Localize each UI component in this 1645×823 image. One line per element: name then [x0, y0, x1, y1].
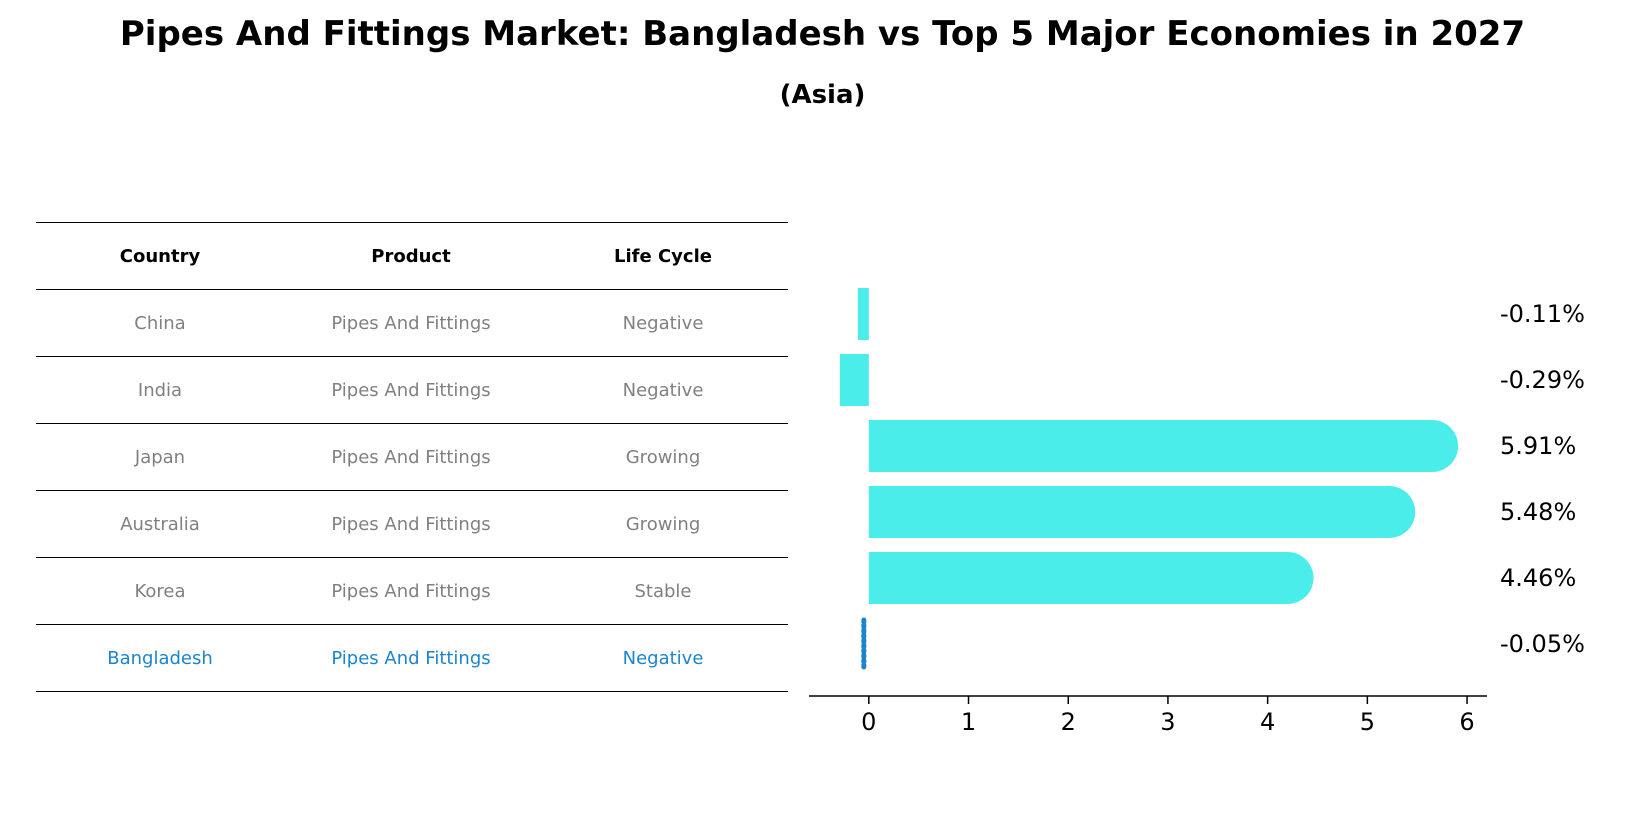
x-tick-label: 3	[1160, 708, 1175, 736]
x-tick-label: 0	[861, 708, 876, 736]
bar-australia	[868, 486, 1416, 538]
table-row: China Pipes And Fittings Negative	[36, 289, 788, 356]
country-cell: Bangladesh	[107, 647, 213, 669]
product-cell: Pipes And Fittings	[331, 446, 491, 468]
country-cell: Japan	[134, 446, 186, 468]
header-product: Product	[371, 245, 451, 267]
bar-india	[839, 354, 869, 406]
life-cycle-cell: Negative	[622, 312, 704, 334]
life-cycle-cell: Growing	[625, 513, 701, 535]
bar-china	[857, 288, 869, 340]
comparison-table: Country Product Life Cycle China Pipes A…	[36, 222, 788, 692]
value-label-bangladesh: -0.05%	[1500, 630, 1585, 658]
value-label-japan: 5.91%	[1500, 432, 1576, 460]
table-row-highlighted: Bangladesh Pipes And Fittings Negative	[36, 624, 788, 692]
product-cell: Pipes And Fittings	[331, 647, 491, 669]
bar-japan	[868, 420, 1459, 472]
table-row: Japan Pipes And Fittings Growing	[36, 423, 788, 490]
table-header-row: Country Product Life Cycle	[36, 222, 788, 289]
chart-title: Pipes And Fittings Market: Bangladesh vs…	[119, 14, 1526, 54]
life-cycle-cell: Negative	[622, 647, 704, 669]
product-cell: Pipes And Fittings	[331, 312, 491, 334]
x-tick-label: 6	[1459, 708, 1474, 736]
x-tick-label: 2	[1061, 708, 1076, 736]
country-cell: Korea	[134, 580, 186, 602]
product-cell: Pipes And Fittings	[331, 580, 491, 602]
x-tick-label: 5	[1360, 708, 1375, 736]
x-tick-label: 4	[1260, 708, 1275, 736]
country-cell: Australia	[120, 513, 200, 535]
life-cycle-cell: Stable	[634, 580, 692, 602]
country-cell: India	[137, 379, 183, 401]
country-cell: China	[134, 312, 186, 334]
life-cycle-cell: Growing	[625, 446, 701, 468]
value-label-india: -0.29%	[1500, 366, 1585, 394]
value-label-china: -0.11%	[1500, 300, 1585, 328]
value-label-korea: 4.46%	[1500, 564, 1576, 592]
product-cell: Pipes And Fittings	[331, 513, 491, 535]
value-label-australia: 5.48%	[1500, 498, 1576, 526]
table-row: Korea Pipes And Fittings Stable	[36, 557, 788, 624]
header-country: Country	[119, 245, 201, 267]
chart-subtitle: (Asia)	[779, 80, 866, 110]
header-life-cycle: Life Cycle	[614, 245, 712, 267]
product-cell: Pipes And Fittings	[331, 379, 491, 401]
x-tick-label: 1	[961, 708, 976, 736]
bar-korea	[868, 552, 1314, 604]
table-row: India Pipes And Fittings Negative	[36, 356, 788, 423]
table-row: Australia Pipes And Fittings Growing	[36, 490, 788, 557]
life-cycle-cell: Negative	[622, 379, 704, 401]
